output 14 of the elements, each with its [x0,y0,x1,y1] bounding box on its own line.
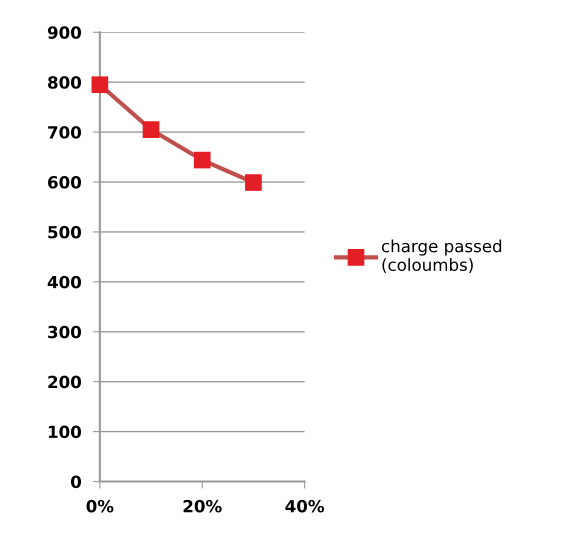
legend-label: charge passed (coloumbs) [382,240,502,274]
y-tick-label: 600 [48,176,82,189]
y-tick-label: 200 [48,376,82,388]
y-tick-label: 400 [48,276,82,288]
y-tick-label: 100 [48,426,82,438]
x-tick-label: 40% [285,500,324,512]
x-tick-label: 20% [184,500,222,512]
x-tick-label: 0% [86,500,114,512]
y-tick-label: 700 [48,126,82,139]
y-tick-label: 500 [48,226,82,239]
y-tick-label: 800 [48,76,82,89]
y-tick-label: 900 [48,26,82,39]
y-tick-label: 0 [71,475,82,488]
y-tick-label: 300 [48,326,82,338]
